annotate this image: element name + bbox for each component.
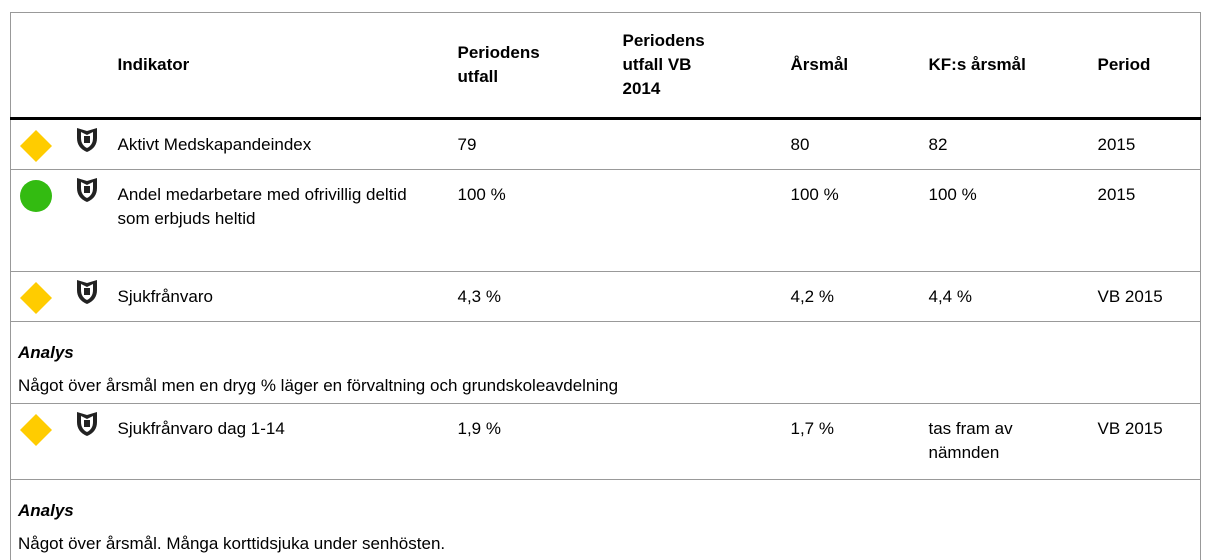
header: Periodens utfall VB 2014 <box>622 31 705 98</box>
outcome: 1,9 % <box>457 419 501 438</box>
status-icons <box>20 178 97 212</box>
header: Periodens utfall <box>457 43 540 86</box>
outcome: 100 % <box>457 185 506 204</box>
kf-target: 100 % <box>928 185 977 204</box>
indicator: Sjukfrånvaro <box>117 287 213 306</box>
indicator: Aktivt Medskapandeindex <box>117 135 312 154</box>
analysis-row: Analys Något över årsmål men en dryg % lä… <box>10 322 1201 404</box>
page: Indikator Periodens utfall Periodens utf… <box>10 12 1201 560</box>
analysis-row: Analys Något över årsmål. Många korttidsj… <box>11 480 1201 560</box>
target: 4,2 % <box>790 287 834 306</box>
outcome: 79 <box>457 135 477 154</box>
indicator: Sjukfrånvaro dag 1-14 <box>117 419 285 438</box>
kf-target: tas fram av nämnden <box>928 419 1013 462</box>
target: 100 % <box>790 185 839 204</box>
analysis-text: Något över årsmål men en dryg % läger en… <box>18 376 619 395</box>
row: Aktivt Medskapandeindex 79 80 82 2015 <box>10 119 1201 170</box>
status-icons <box>20 412 97 446</box>
status-icons <box>20 280 97 314</box>
period: VB 2015 <box>1097 287 1163 306</box>
row: Andel medarbetare med ofrivillig deltid … <box>10 170 1201 272</box>
target: 1,7 % <box>790 419 834 438</box>
header-row: Indikator Periodens utfall Periodens utf… <box>10 12 1201 119</box>
kf-target: 4,4 % <box>928 287 972 306</box>
header: Indikator <box>117 55 190 74</box>
analysis-label: Analys <box>18 343 74 362</box>
header: KF:s årsmål <box>928 55 1026 74</box>
indicator: Andel medarbetare med ofrivillig deltid … <box>117 185 407 228</box>
status-icons <box>20 128 97 162</box>
analysis-text: Något över årsmål. Många korttidsjuka un… <box>18 534 446 553</box>
kf-target: 82 <box>928 135 948 154</box>
period: VB 2015 <box>1097 419 1163 438</box>
outcome: 4,3 % <box>457 287 501 306</box>
analysis-label: Analys <box>18 501 74 520</box>
target: 80 <box>790 135 810 154</box>
indicator-table: Indikator Periodens utfall Periodens utf… <box>10 12 1201 560</box>
period: 2015 <box>1097 135 1136 154</box>
row: Sjukfrånvaro dag 1-14 1,9 % 1,7 % tas fr… <box>10 404 1201 480</box>
header: Årsmål <box>790 55 849 74</box>
row: Sjukfrånvaro 4,3 % 4,2 % 4,4 % VB 2015 <box>10 272 1201 322</box>
header: Period <box>1097 55 1151 74</box>
period: 2015 <box>1097 185 1136 204</box>
